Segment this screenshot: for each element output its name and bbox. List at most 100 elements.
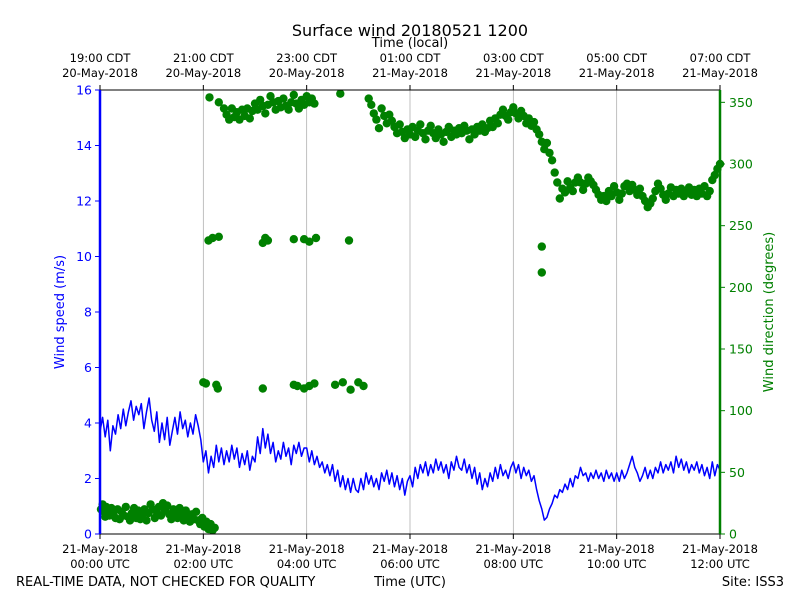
wind-direction-point	[279, 94, 288, 103]
wind-direction-point	[555, 194, 564, 203]
wind-direction-point	[537, 268, 546, 277]
top-x-tick-time: 01:00 CDT	[380, 51, 442, 65]
bottom-x-tick-date: 21-May-2018	[269, 542, 345, 556]
wind-direction-point	[142, 516, 151, 525]
wind-direction-point	[311, 233, 321, 243]
x-axis-label: Time (UTC)	[374, 575, 446, 590]
right-y-tick-label: 100	[729, 403, 753, 418]
bottom-x-tick-time: 00:00 UTC	[70, 557, 130, 571]
wind-direction-point	[344, 236, 354, 245]
wind-direction-point	[205, 93, 214, 102]
wind-direction-point	[214, 232, 223, 241]
left-y-tick-label: 16	[76, 83, 92, 98]
right-y-tick-label: 250	[729, 218, 753, 233]
axes: 0 2 4 6 8 10 12 14 16 0 50 100 150 200 250 300 350 21-May…	[53, 36, 777, 571]
bottom-x-tick-time: 08:00 UTC	[484, 557, 544, 571]
top-x-tick-time: 23:00 CDT	[276, 51, 338, 65]
right-y-tick-label: 150	[729, 342, 753, 357]
wind-direction-point	[121, 502, 130, 512]
top-x-tick-date: 20-May-2018	[165, 66, 241, 80]
bottom-x-tick-date: 21-May-2018	[165, 542, 241, 556]
wind-direction-point	[367, 100, 376, 110]
wind-direction-point	[439, 137, 448, 146]
wind-direction-point	[310, 99, 319, 108]
top-x-tick-time: 19:00 CDT	[70, 51, 132, 65]
bottom-x-tick-time: 02:00 UTC	[174, 557, 234, 571]
top-x-tick-time: 07:00 CDT	[690, 51, 752, 65]
wind-direction-point	[553, 178, 562, 187]
wind-direction-point	[201, 379, 211, 388]
top-x-tick-time: 05:00 CDT	[586, 51, 648, 65]
wind-direction-point	[560, 188, 570, 197]
left-y-tick-label: 4	[84, 416, 92, 431]
bottom-x-tick-date: 21-May-2018	[372, 542, 448, 556]
left-y-tick-label: 10	[76, 249, 92, 264]
wind-direction-point	[310, 379, 319, 388]
left-y-tick-label: 8	[84, 305, 92, 320]
top-x-tick-date: 21-May-2018	[475, 66, 551, 80]
wind-direction-point	[635, 184, 645, 193]
right-y-tick-label: 50	[729, 465, 745, 480]
wind-direction-point	[245, 114, 254, 123]
right-y-tick-label: 300	[729, 157, 753, 172]
chart-title: Surface wind 20180521 1200	[291, 21, 529, 40]
wind-direction-point	[336, 89, 345, 98]
wind-direction-point	[529, 117, 539, 127]
right-y-axis-label: Wind direction (degrees)	[762, 232, 777, 392]
wind-speed-line	[99, 397, 721, 521]
bottom-x-tick-date: 21-May-2018	[62, 542, 138, 556]
wind-direction-point	[547, 156, 557, 165]
wind-direction-point	[535, 130, 544, 139]
wind-direction-point	[537, 242, 546, 251]
wind-direction-point	[542, 138, 552, 148]
wind-direction-point	[568, 186, 577, 196]
top-x-tick-date: 21-May-2018	[682, 66, 758, 80]
wind-direction-point	[258, 384, 267, 393]
wind-direction-point	[338, 378, 347, 387]
quality-disclaimer: REAL-TIME DATA, NOT CHECKED FOR QUALITY	[16, 575, 316, 590]
wind-direction-point	[210, 523, 219, 532]
wind-direction-point	[705, 186, 714, 196]
wind-direction-point	[426, 121, 435, 130]
left-y-axis-label: Wind speed (m/s)	[53, 255, 68, 369]
wind-direction-point	[648, 194, 657, 203]
wind-direction-point	[305, 237, 314, 246]
wind-direction-point	[191, 507, 201, 516]
bottom-x-tick-time: 10:00 UTC	[587, 557, 647, 571]
wind-direction-point	[421, 135, 430, 144]
wind-direction-point	[416, 120, 425, 129]
right-y-tick-label: 0	[729, 527, 737, 542]
bottom-x-tick-date: 21-May-2018	[682, 542, 758, 556]
wind-direction-point	[330, 380, 340, 389]
bottom-x-tick-time: 12:00 UTC	[690, 557, 750, 571]
wind-direction-point	[359, 381, 368, 391]
site-label: Site: ISS3	[721, 575, 784, 590]
wind-direction-point	[374, 124, 384, 133]
wind-direction-point	[372, 115, 381, 124]
wind-direction-point	[617, 189, 626, 198]
wind-direction-point	[284, 105, 293, 114]
bottom-x-tick-date: 21-May-2018	[579, 542, 655, 556]
bottom-x-tick-time: 06:00 UTC	[380, 557, 440, 571]
wind-direction-point	[377, 104, 386, 113]
wind-direction-point	[263, 236, 273, 245]
left-y-tick-label: 12	[76, 194, 92, 209]
wind-direction-point	[493, 119, 502, 128]
left-y-tick-label: 14	[76, 138, 92, 153]
top-x-tick-date: 20-May-2018	[62, 66, 138, 80]
right-y-tick-label: 200	[729, 280, 753, 295]
left-y-tick-label: 6	[84, 360, 92, 375]
bottom-x-tick-time: 04:00 UTC	[277, 557, 337, 571]
left-y-tick-label: 0	[84, 527, 92, 542]
top-x-tick-date: 20-May-2018	[269, 66, 345, 80]
wind-direction-point	[395, 120, 404, 129]
wind-direction-point	[545, 148, 554, 158]
top-x-tick-time: 03:00 CDT	[483, 51, 545, 65]
wind-direction-point	[214, 98, 223, 107]
wind-direction-point	[213, 384, 222, 393]
wind-direction-point	[504, 115, 513, 124]
bottom-x-tick-date: 21-May-2018	[475, 542, 551, 556]
vertical-grid	[202, 90, 618, 534]
top-axis-label: Time (local)	[371, 36, 448, 51]
